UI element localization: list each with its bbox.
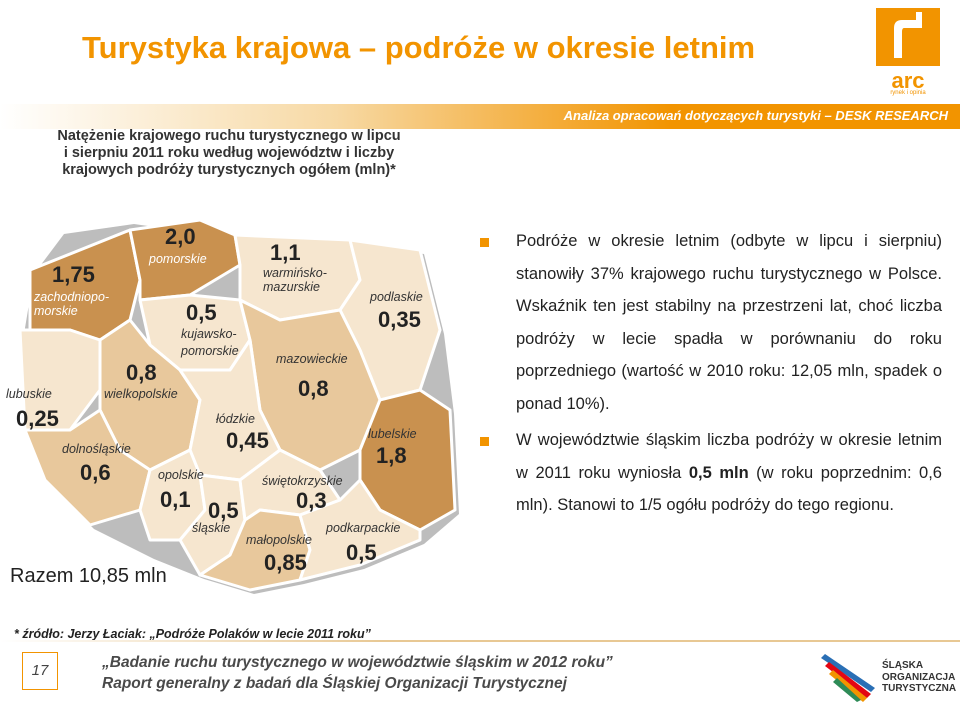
warminsko-name1: warmińsko- — [263, 266, 327, 280]
bullet-1-text: Podróże w okresie letnim (odbyte w lipcu… — [516, 232, 942, 413]
footer-line-1: „Badanie ruchu turystycznego w województ… — [102, 654, 613, 671]
slaskie-value: 0,5 — [208, 498, 239, 523]
dolnoslaskie-name: dolnośląskie — [62, 442, 131, 456]
kujawsko-name2: pomorskie — [181, 344, 239, 358]
dolnoslaskie-value: 0,6 — [80, 460, 111, 485]
wielkopolskie-name: wielkopolskie — [104, 387, 178, 401]
pomorskie-name: pomorskie — [149, 252, 207, 266]
lodzkie-name: łódzkie — [216, 412, 255, 426]
bullet-square-icon — [480, 238, 489, 247]
kujawsko-value: 0,5 — [186, 300, 217, 325]
footer-report-title: „Badanie ruchu turystycznego w województ… — [102, 652, 613, 694]
page-number: 17 — [22, 652, 58, 690]
source-note: * źródło: Jerzy Łaciak: „Podróże Polaków… — [14, 627, 371, 641]
bullet-slaskie: W województwie śląskim liczba podróży w … — [478, 424, 942, 522]
lubuskie-value: 0,25 — [16, 406, 59, 431]
zachodniopomorskie-name1: zachodniopo- — [34, 290, 110, 304]
summary-text: Podróże w okresie letnim (odbyte w lipcu… — [478, 225, 942, 526]
podkarpackie-name: podkarpackie — [326, 521, 401, 535]
podlaskie-name: podlaskie — [370, 290, 423, 304]
footer-line-2: Raport generalny z badań dla Śląskiej Or… — [102, 675, 567, 692]
map-svg — [18, 218, 459, 594]
poland-map: 2,0 pomorskie 1,75 zachodniopo- morskie … — [0, 210, 460, 610]
bullet-summer-trips: Podróże w okresie letnim (odbyte w lipcu… — [478, 225, 942, 420]
slaskie-name: śląskie — [192, 521, 231, 535]
svg-text:arc: arc — [891, 68, 924, 93]
warminsko-value: 1,1 — [270, 240, 301, 265]
bullet-2-text-post: (w roku poprzednim: 0,6 mln). Stanowi to… — [516, 463, 942, 515]
swietokrzyskie-name: świętokrzyskie — [262, 474, 343, 488]
zachodniopomorskie-name2: morskie — [34, 304, 78, 318]
lubelskie-name: lubelskie — [368, 427, 417, 441]
wielkopolskie-value: 0,8 — [126, 360, 157, 385]
logo-tagline: rynek i opinia — [890, 90, 926, 96]
pomorskie-value: 2,0 — [165, 224, 196, 249]
malopolskie-name: małopolskie — [246, 533, 313, 547]
podkarpackie-value: 0,5 — [346, 540, 377, 565]
slaska-logo-text: ŚLĄSKA ORGANIZACJA TURYSTYCZNA — [882, 660, 957, 694]
warminsko-name2: mazurskie — [263, 280, 320, 294]
kujawsko-name1: kujawsko- — [181, 327, 237, 341]
malopolskie-value: 0,85 — [264, 550, 307, 575]
bullet-2-bold: 0,5 mln — [688, 463, 749, 482]
region-podkarpackie — [298, 478, 422, 582]
lubuskie-name: lubuskie — [6, 387, 52, 401]
header-band: Analiza opracowań dotyczących turystyki … — [0, 104, 960, 129]
opolskie-name: opolskie — [158, 468, 204, 482]
band-text: Analiza opracowań dotyczących turystyki … — [563, 108, 948, 123]
bullet-2-text-pre: W województwie śląskim liczba podróży w … — [516, 431, 942, 482]
podlaskie-value: 0,35 — [378, 307, 421, 332]
opolskie-value: 0,1 — [160, 487, 191, 512]
zachodniopomorskie-value: 1,75 — [52, 262, 95, 287]
mazowieckie-value: 0,8 — [298, 376, 329, 401]
arc-logo: arc — [876, 8, 940, 93]
map-subtitle: Natężenie krajowego ruchu turystycznego … — [57, 128, 401, 178]
lubelskie-value: 1,8 — [376, 443, 407, 468]
bullet-square-icon — [480, 437, 489, 446]
map-total: Razem 10,85 mln — [10, 565, 167, 587]
page-title: Turystyka krajowa – podróże w okresie le… — [82, 30, 756, 65]
lodzkie-value: 0,45 — [226, 428, 269, 453]
swietokrzyskie-value: 0,3 — [296, 488, 327, 513]
region-pomorskie — [128, 218, 242, 302]
footer-divider — [0, 640, 960, 642]
slaska-organizacja-logo — [821, 654, 875, 702]
mazowieckie-name: mazowieckie — [276, 352, 348, 366]
